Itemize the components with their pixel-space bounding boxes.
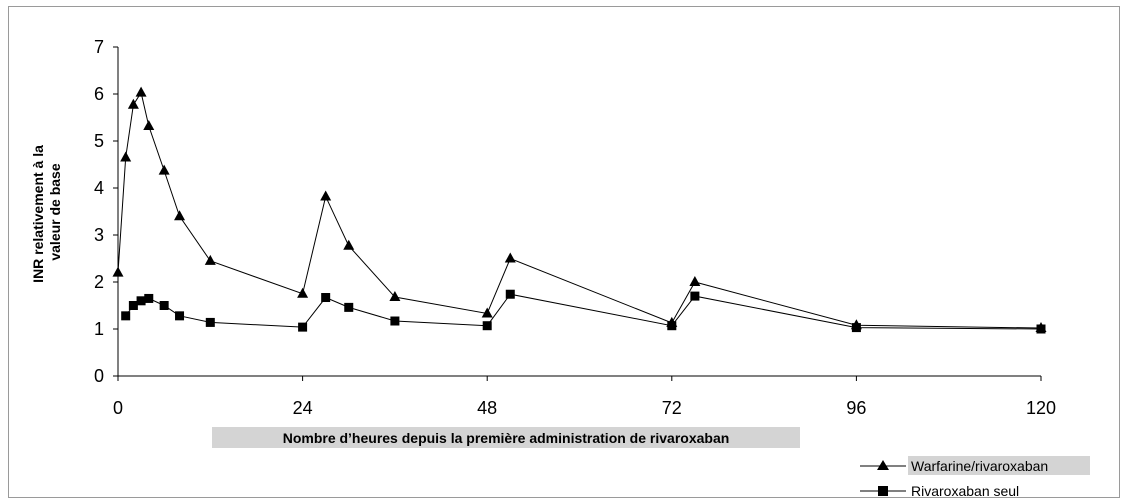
y-axis-title-line-1: INR relativement à la	[30, 145, 46, 283]
y-tick-label: 0	[94, 366, 104, 386]
data-point-triangle	[135, 86, 147, 97]
legend-item-rivaroxaban: Rivaroxaban seul	[860, 483, 1019, 499]
data-point-triangle	[504, 252, 516, 263]
data-point-triangle	[120, 151, 132, 162]
series-2	[121, 289, 1046, 334]
data-point-square	[321, 293, 331, 303]
data-point-triangle	[389, 291, 401, 302]
data-point-square	[482, 321, 492, 331]
data-point-triangle	[143, 119, 155, 130]
data-point-square	[136, 296, 146, 306]
data-point-triangle	[297, 287, 309, 298]
data-point-square	[128, 301, 138, 310]
y-tick-label: 1	[94, 319, 104, 339]
data-point-square	[505, 289, 515, 299]
series-1	[112, 86, 1047, 333]
data-point-square	[159, 301, 169, 310]
x-tick-label: 0	[113, 398, 123, 418]
x-axis-title: Nombre d’heures depuis la première admin…	[283, 430, 730, 446]
data-point-triangle	[689, 276, 701, 286]
y-tick-labels: 0 1 2 3 4 5 6 7	[94, 37, 118, 386]
data-point-triangle	[481, 307, 493, 318]
series-line	[125, 293, 1042, 330]
data-point-triangle	[204, 254, 216, 265]
data-point-square	[690, 291, 700, 301]
x-tick-label: 96	[846, 398, 866, 418]
series-group	[112, 86, 1047, 334]
y-tick-label: 2	[94, 272, 104, 292]
legend-label-rivaroxaban: Rivaroxaban seul	[911, 483, 1019, 499]
y-tick-label: 6	[94, 84, 104, 104]
y-axis-title-line-2: valeur de base	[47, 163, 63, 260]
legend-square-marker	[878, 486, 888, 496]
x-tick-label: 72	[662, 398, 682, 418]
data-point-triangle	[127, 98, 139, 109]
data-point-square	[667, 321, 677, 331]
legend-label-highlight	[908, 456, 1090, 475]
y-axis-title: INR relativement à la valeur de base	[30, 141, 63, 283]
legend: Warfarine/rivaroxaban Rivaroxaban seul	[860, 456, 1090, 499]
data-point-triangle	[174, 210, 186, 221]
axes	[117, 47, 1041, 377]
x-tick-label: 120	[1026, 398, 1056, 418]
x-axis-title-highlight	[212, 427, 800, 448]
legend-label-warfarine: Warfarine/rivaroxaban	[911, 458, 1048, 474]
data-point-triangle	[343, 239, 355, 250]
y-tick-label: 7	[94, 37, 104, 57]
y-tick-label: 4	[94, 178, 104, 198]
data-point-square	[390, 316, 400, 326]
legend-triangle-marker	[877, 460, 889, 470]
x-tick-label: 48	[477, 398, 497, 418]
data-point-square	[298, 322, 308, 332]
y-tick-label: 3	[94, 225, 104, 245]
data-point-triangle	[158, 164, 170, 175]
data-point-square	[851, 323, 861, 333]
data-point-square	[144, 293, 154, 303]
data-point-square	[121, 311, 131, 321]
x-tick-label: 24	[293, 398, 313, 418]
x-tick-labels: 0 24 48 72 96 120	[113, 376, 1056, 418]
data-point-triangle	[112, 266, 124, 277]
series-line	[117, 91, 1042, 329]
data-point-square	[1036, 324, 1046, 334]
legend-item-warfarine: Warfarine/rivaroxaban	[860, 456, 1090, 475]
data-point-square	[205, 317, 215, 327]
data-point-triangle	[320, 190, 332, 201]
data-point-square	[344, 302, 354, 312]
data-point-square	[175, 311, 185, 321]
y-tick-label: 5	[94, 131, 104, 151]
chart-frame	[8, 6, 1120, 498]
